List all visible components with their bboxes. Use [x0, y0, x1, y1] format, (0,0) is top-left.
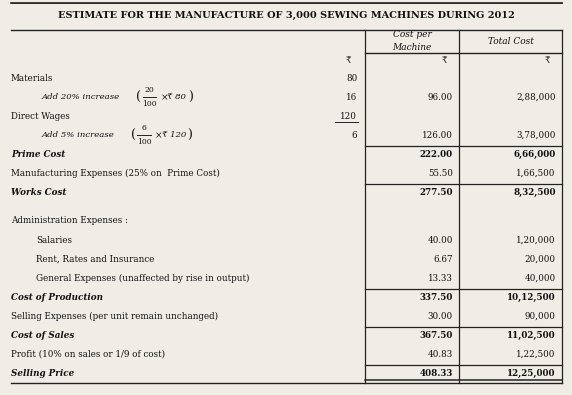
Text: 20,000: 20,000	[525, 254, 555, 263]
Text: Cost of Sales: Cost of Sales	[11, 331, 74, 340]
Text: ): )	[188, 129, 192, 142]
Text: ): )	[188, 91, 193, 104]
Text: ESTIMATE FOR THE MANUFACTURE OF 3,000 SEWING MACHINES DURING 2012: ESTIMATE FOR THE MANUFACTURE OF 3,000 SE…	[58, 11, 514, 21]
Text: ×: ×	[160, 93, 168, 102]
Text: 277.50: 277.50	[419, 188, 452, 197]
Text: ₹: ₹	[442, 56, 447, 66]
Text: 6,66,000: 6,66,000	[513, 150, 555, 159]
Text: Selling Price: Selling Price	[11, 369, 74, 378]
Text: Manufacturing Expenses (25% on  Prime Cost): Manufacturing Expenses (25% on Prime Cos…	[11, 169, 220, 178]
Text: Selling Expenses (per unit remain unchanged): Selling Expenses (per unit remain unchan…	[11, 312, 218, 321]
Text: Profit (10% on sales or 1/9 of cost): Profit (10% on sales or 1/9 of cost)	[11, 350, 165, 359]
Text: Machine: Machine	[392, 43, 432, 52]
Text: 126.00: 126.00	[422, 131, 452, 140]
Text: Total Cost: Total Cost	[488, 37, 534, 46]
Text: 8,32,500: 8,32,500	[513, 188, 555, 197]
Text: 1,66,500: 1,66,500	[516, 169, 555, 178]
Text: 6: 6	[141, 124, 146, 132]
Text: Rent, Rates and Insurance: Rent, Rates and Insurance	[36, 254, 154, 263]
Text: ₹: ₹	[545, 56, 550, 66]
Text: 96.00: 96.00	[428, 93, 452, 102]
Text: 1,22,500: 1,22,500	[516, 350, 555, 359]
Text: General Expenses (unaffected by rise in output): General Expenses (unaffected by rise in …	[36, 273, 249, 282]
Text: 222.00: 222.00	[420, 150, 452, 159]
Text: 12,25,000: 12,25,000	[507, 369, 555, 378]
Text: Add 5% increase: Add 5% increase	[41, 132, 120, 139]
Text: 30.00: 30.00	[428, 312, 452, 321]
Text: ₹ 80: ₹ 80	[167, 93, 186, 102]
Text: 11,02,500: 11,02,500	[507, 331, 555, 340]
Text: (: (	[137, 91, 141, 104]
Text: 20: 20	[144, 87, 154, 94]
Text: 40.83: 40.83	[427, 350, 452, 359]
Text: 337.50: 337.50	[419, 293, 452, 301]
Text: 408.33: 408.33	[419, 369, 452, 378]
Text: 10,12,500: 10,12,500	[507, 293, 555, 301]
Text: 40.00: 40.00	[427, 235, 452, 245]
Text: Administration Expenses :: Administration Expenses :	[11, 216, 128, 226]
Text: Add 20% increase: Add 20% increase	[41, 93, 125, 102]
Text: ×: ×	[155, 131, 162, 140]
Text: 2,88,000: 2,88,000	[516, 93, 555, 102]
Text: Cost per: Cost per	[393, 30, 431, 40]
Text: 120: 120	[340, 112, 357, 121]
Text: Salaries: Salaries	[36, 235, 72, 245]
Text: 3,78,000: 3,78,000	[516, 131, 555, 140]
Text: Cost of Production: Cost of Production	[11, 293, 103, 301]
Text: (: (	[131, 129, 136, 142]
Text: 6.67: 6.67	[433, 254, 452, 263]
Text: 100: 100	[137, 139, 152, 147]
Text: Direct Wages: Direct Wages	[11, 112, 70, 121]
Text: 55.50: 55.50	[428, 169, 452, 178]
Text: 6: 6	[352, 131, 357, 140]
Text: 13.33: 13.33	[428, 273, 452, 282]
Text: Works Cost: Works Cost	[11, 188, 66, 197]
Text: Prime Cost: Prime Cost	[11, 150, 65, 159]
Text: 1,20,000: 1,20,000	[516, 235, 555, 245]
Text: 90,000: 90,000	[525, 312, 555, 321]
Text: 40,000: 40,000	[525, 273, 555, 282]
Text: 80: 80	[346, 74, 357, 83]
Text: ₹: ₹	[346, 56, 352, 66]
Text: 100: 100	[142, 100, 157, 109]
Text: 367.50: 367.50	[419, 331, 452, 340]
Text: 16: 16	[346, 93, 357, 102]
Text: ₹ 120: ₹ 120	[162, 132, 186, 139]
Text: Materials: Materials	[11, 74, 53, 83]
